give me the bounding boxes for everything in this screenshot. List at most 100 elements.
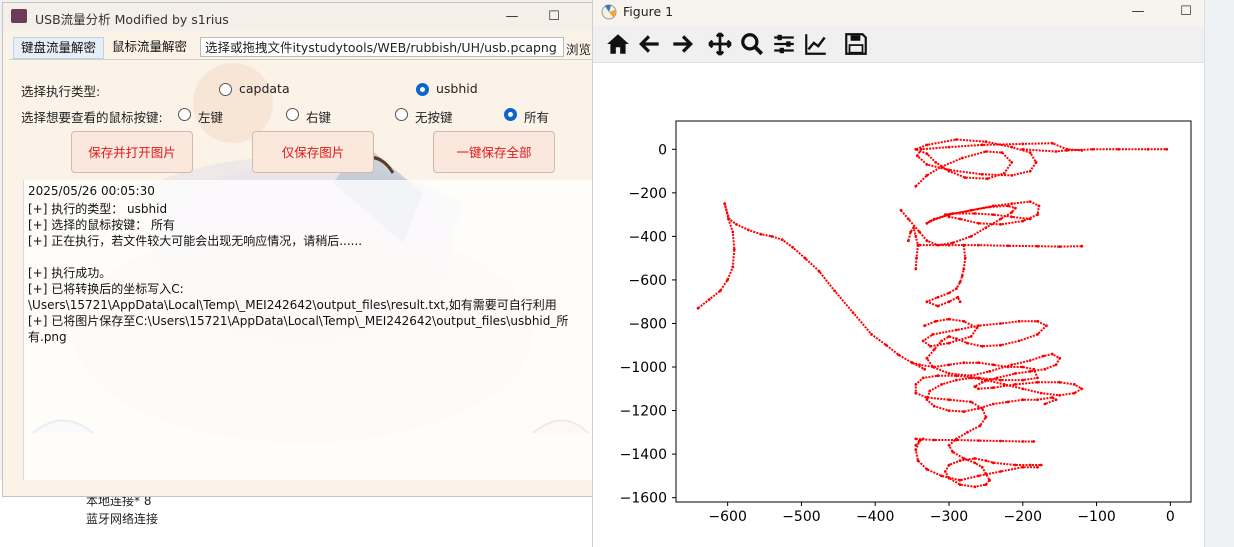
data-point — [969, 208, 973, 212]
data-point — [969, 235, 973, 238]
background-window-edge — [1204, 0, 1234, 547]
data-point — [1043, 402, 1047, 406]
data-point — [923, 367, 926, 371]
left-button-radio[interactable] — [178, 108, 191, 121]
data-point — [973, 212, 977, 215]
figure-minimize-button[interactable]: — — [1131, 4, 1145, 19]
data-point — [980, 344, 984, 348]
data-point — [980, 172, 984, 176]
data-point — [962, 267, 966, 271]
data-point — [914, 444, 918, 447]
data-point — [925, 163, 929, 166]
y-tick-label: −400 — [629, 229, 667, 245]
figure-maximize-button[interactable]: ☐ — [1180, 4, 1192, 19]
data-point — [955, 287, 958, 290]
data-point — [958, 217, 962, 221]
data-point — [947, 372, 951, 375]
mouse-trajectory-plot[interactable]: −600 −500 −400 −300 −200 −100 00−200−400−600−8… — [593, 62, 1205, 547]
tab-mouse-decrypt[interactable]: 鼠标流量解密 — [112, 39, 188, 54]
tab-keyboard-decrypt[interactable]: 键盘流量解密 — [13, 37, 105, 59]
output-log[interactable]: 2025/05/26 00:05:30 [+] 执行的类型： usbhid [+… — [23, 180, 592, 480]
data-point — [696, 306, 700, 310]
x-tick-label: −400 — [856, 509, 894, 525]
data-point — [986, 177, 989, 181]
data-point — [1039, 463, 1043, 467]
data-point — [925, 467, 929, 471]
data-point — [914, 448, 918, 452]
data-point — [947, 335, 951, 338]
zoom-icon[interactable] — [739, 31, 765, 57]
back-icon[interactable] — [637, 31, 663, 57]
log-line: [+] 执行成功。 — [28, 266, 112, 280]
data-point — [731, 230, 735, 234]
forward-icon[interactable] — [669, 31, 695, 57]
data-point — [1050, 141, 1054, 145]
data-point — [999, 439, 1002, 443]
data-point — [726, 278, 729, 282]
desktop-item[interactable]: 本地连接* 8 — [86, 494, 152, 508]
data-point — [991, 402, 995, 406]
data-point — [966, 430, 969, 434]
data-point — [1021, 465, 1025, 469]
file-path-input[interactable]: 选择或拖拽文件itystudytools/WEB/rubbish/UH/usb.… — [200, 37, 564, 57]
data-point — [963, 176, 967, 179]
data-point — [1058, 245, 1062, 249]
data-point — [962, 243, 966, 247]
usb-window-titlebar[interactable]: USB流量分析 Modified by s1rius — ☐ — [3, 3, 593, 31]
save-image-button[interactable]: 仅保存图片 — [252, 131, 374, 173]
data-point — [1028, 200, 1032, 204]
all-buttons-radio[interactable] — [504, 108, 517, 121]
data-point — [907, 239, 910, 243]
figure-titlebar[interactable]: Figure 1 — ☐ — [593, 0, 1205, 26]
data-point — [918, 230, 921, 234]
configure-subplots-icon[interactable] — [771, 31, 797, 57]
data-point — [1014, 206, 1017, 210]
data-point — [925, 300, 929, 304]
save-all-button[interactable]: 一键保存全部 — [433, 131, 555, 173]
data-point — [1045, 324, 1048, 328]
data-point — [1017, 339, 1021, 343]
edit-axis-icon[interactable] — [803, 31, 829, 57]
data-point — [791, 245, 794, 249]
data-point — [1010, 211, 1014, 214]
data-point — [727, 217, 731, 221]
desktop-item[interactable]: 蓝牙网络连接 — [86, 512, 159, 526]
data-point — [1054, 398, 1058, 402]
browse-button[interactable]: 浏览 — [566, 42, 592, 57]
right-button-radio[interactable] — [286, 108, 299, 121]
minimize-button[interactable]: — — [505, 9, 519, 24]
data-point — [1014, 383, 1017, 386]
data-point — [907, 217, 910, 221]
save-icon[interactable] — [843, 31, 869, 57]
data-point — [1054, 150, 1058, 153]
capdata-radio[interactable] — [219, 83, 232, 96]
data-point — [897, 353, 901, 357]
data-point — [1021, 387, 1025, 391]
data-point — [1032, 367, 1036, 371]
data-point — [940, 383, 943, 386]
data-point — [707, 298, 711, 301]
data-point — [966, 341, 969, 345]
data-point — [817, 269, 821, 273]
usbhid-radio[interactable] — [416, 83, 429, 96]
data-point — [803, 256, 807, 260]
home-icon[interactable] — [605, 31, 631, 57]
data-point — [999, 470, 1002, 473]
data-point — [925, 239, 929, 243]
log-line: [+] 选择的鼠标按键： 所有 — [28, 218, 176, 232]
data-point — [977, 439, 980, 442]
data-point — [723, 202, 727, 206]
save-and-open-button[interactable]: 保存并打开图片 — [71, 131, 193, 173]
data-point — [960, 274, 964, 277]
data-point — [947, 341, 951, 345]
log-line: 有.png — [28, 330, 67, 344]
data-point — [921, 339, 925, 343]
data-point — [995, 376, 999, 380]
data-point — [1073, 383, 1076, 386]
pan-icon[interactable] — [707, 31, 733, 57]
maximize-button[interactable]: ☐ — [548, 9, 560, 24]
data-point — [962, 410, 966, 413]
no-button-radio[interactable] — [395, 108, 408, 121]
y-tick-label: 0 — [658, 142, 667, 158]
data-point — [947, 463, 951, 467]
